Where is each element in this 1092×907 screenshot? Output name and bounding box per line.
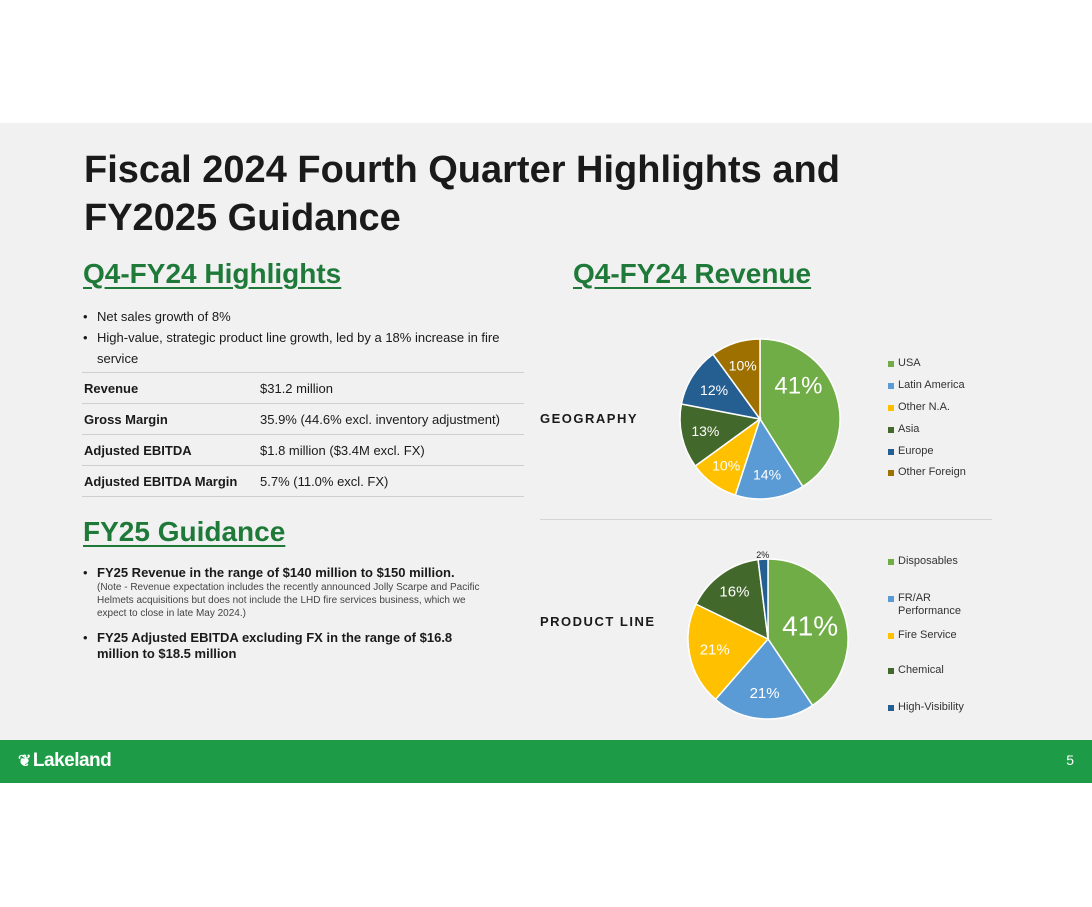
highlight-bullet: Net sales growth of 8% — [83, 306, 523, 327]
table-label: Adjusted EBITDA Margin — [82, 465, 258, 497]
legend-label: FR/AR Performance — [898, 592, 961, 617]
legend-swatch — [888, 427, 894, 433]
product-line-legend: Disposables FR/AR Performance Fire Service C… — [888, 555, 988, 720]
table-value: 5.7% (11.0% excl. FX) — [258, 465, 524, 497]
pie-data-label: 16% — [719, 584, 749, 601]
page-number: 5 — [1066, 752, 1074, 768]
pie-data-label: 21% — [750, 685, 780, 702]
legend-swatch — [888, 470, 894, 476]
legend-label: Asia — [898, 423, 920, 435]
pie-data-label: 12% — [700, 382, 728, 398]
revenue-heading: Q4-FY24 Revenue — [573, 258, 812, 289]
pie-slice-other-foreign — [711, 338, 761, 422]
guidance-item: FY25 Revenue in the range of $140 millio… — [83, 565, 483, 620]
pie-slice-europe — [680, 353, 762, 421]
guidance-main: FY25 Revenue in the range of $140 millio… — [97, 565, 455, 580]
pie-data-label: 41% — [782, 611, 838, 642]
highlights-table: Revenue $31.2 million Gross Margin 35.9%… — [82, 372, 524, 497]
table-row: Adjusted EBITDA $1.8 million ($3.4M excl… — [82, 434, 524, 466]
table-label: Revenue — [82, 372, 258, 404]
table-value: $31.2 million — [258, 372, 524, 404]
pie-data-label: 2% — [756, 550, 769, 560]
legend-label: USA — [898, 357, 921, 369]
pie-data-label: 10% — [712, 458, 740, 474]
slide-title: Fiscal 2024 Fourth Quarter Highlights an… — [84, 149, 840, 239]
pie-slice-latin-america — [734, 417, 804, 500]
legend-swatch — [888, 449, 894, 455]
footer-bar: ❦ Lakeland 5 — [0, 740, 1092, 783]
legend-swatch — [888, 596, 894, 602]
pie-slice-chemical — [694, 558, 769, 641]
legend-swatch — [888, 405, 894, 411]
legend-swatch — [888, 633, 894, 639]
pie-slice-fr-ar-performance — [714, 637, 814, 720]
highlights-heading: Q4-FY24 Highlights — [83, 258, 342, 289]
legend-swatch — [888, 383, 894, 389]
geography-label: GEOGRAPHY — [540, 411, 639, 426]
section-divider — [540, 519, 992, 520]
legend-swatch — [888, 705, 894, 711]
guidance-note: (Note - Revenue expectation includes the… — [97, 582, 480, 619]
geography-legend: USA Latin America Other N.A. Asia Europe Othe… — [888, 357, 988, 487]
legend-swatch — [888, 668, 894, 674]
pie-data-label: 14% — [753, 467, 781, 483]
table-row: Gross Margin 35.9% (44.6% excl. inventor… — [82, 403, 524, 435]
legend-swatch — [888, 559, 894, 565]
pie-data-label: 10% — [729, 358, 757, 374]
lakeland-logo: ❦ Lakeland — [18, 750, 112, 772]
legend-label: Fire Service — [898, 629, 957, 641]
highlight-bullet: High-value, strategic product line growt… — [83, 327, 523, 369]
guidance-item: FY25 Adjusted EBITDA excluding FX in the… — [83, 630, 483, 662]
table-label: Gross Margin — [82, 403, 258, 435]
table-value: 35.9% (44.6% excl. inventory adjustment) — [258, 403, 524, 435]
pie-data-label: 41% — [774, 372, 822, 399]
legend-label: High-Visibility — [898, 701, 964, 713]
product-line-pie-chart: 41% 21% 21% 16% 2% — [687, 550, 849, 720]
guidance-heading: FY25 Guidance — [83, 516, 286, 547]
legend-label: Other Foreign — [898, 466, 966, 478]
guidance-list: FY25 Revenue in the range of $140 millio… — [83, 565, 483, 672]
table-label: Adjusted EBITDA — [82, 434, 258, 466]
geography-pie-chart: 41%14%10%13%12%10% — [679, 338, 841, 500]
legend-label: Europe — [898, 445, 934, 457]
pie-slice-high-visibility — [757, 558, 769, 640]
table-row: Adjusted EBITDA Margin 5.7% (11.0% excl.… — [82, 465, 524, 497]
legend-label: Disposables — [898, 555, 958, 567]
pie-data-label: 13% — [691, 423, 719, 439]
leaf-icon: ❦ — [18, 753, 31, 770]
legend-swatch — [888, 361, 894, 367]
legend-label: Chemical — [898, 664, 944, 676]
highlights-bullets: Net sales growth of 8% High-value, strat… — [83, 306, 523, 369]
product-line-label: PRODUCT LINE — [540, 614, 656, 629]
pie-slice-fire-service — [687, 603, 770, 701]
table-value: $1.8 million ($3.4M excl. FX) — [258, 434, 524, 466]
pie-slice-disposables — [767, 558, 849, 707]
pie-slice-asia — [679, 403, 762, 468]
pie-data-label: 21% — [700, 641, 730, 658]
guidance-main: FY25 Adjusted EBITDA excluding FX in the… — [97, 630, 453, 661]
legend-label: Other N.A. — [898, 401, 950, 413]
logo-text: Lakeland — [32, 750, 112, 771]
table-row: Revenue $31.2 million — [82, 372, 524, 404]
legend-label: Latin America — [898, 379, 965, 391]
